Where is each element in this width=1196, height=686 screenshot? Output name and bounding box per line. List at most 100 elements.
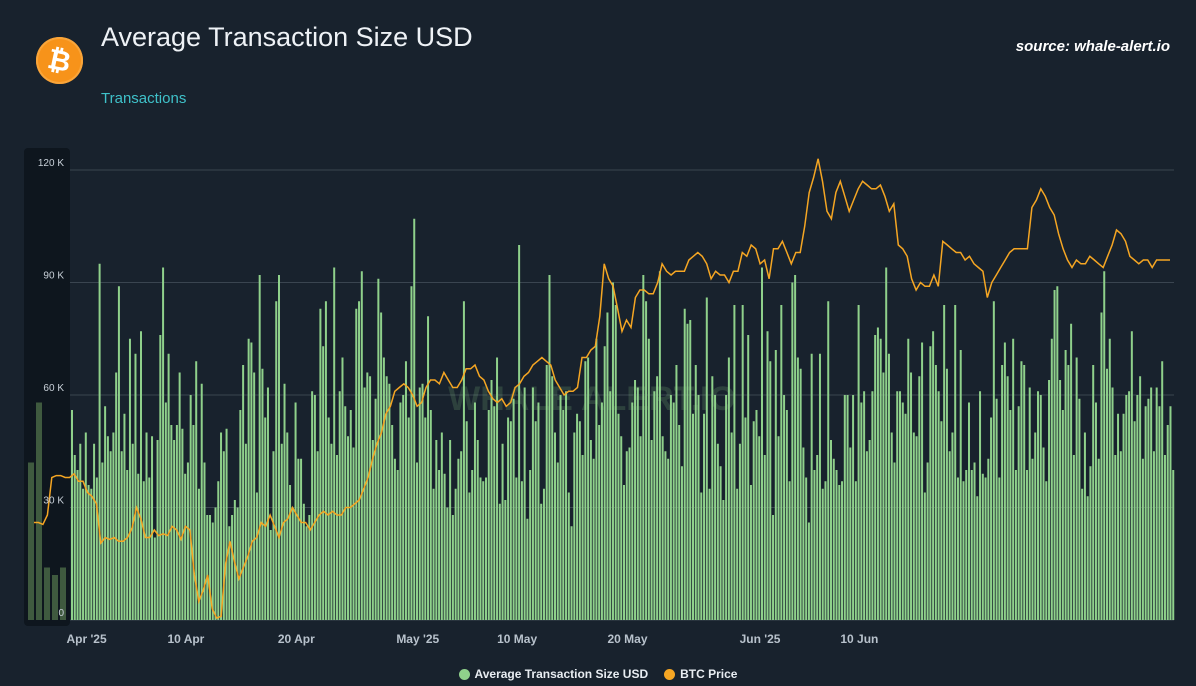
legend-line-label: BTC Price (680, 667, 738, 681)
data-bar (1136, 395, 1139, 620)
data-bar (294, 402, 297, 620)
data-bar (358, 301, 361, 620)
data-bar (485, 477, 487, 620)
data-bar (1006, 376, 1009, 620)
data-bar (186, 462, 189, 620)
navigator-bar (36, 402, 42, 620)
data-bar (959, 350, 962, 620)
data-bar (1039, 395, 1042, 620)
data-bar (857, 305, 860, 620)
data-bar (73, 455, 76, 620)
data-bar (1009, 410, 1012, 620)
data-bar (827, 301, 830, 620)
data-bar (534, 421, 537, 620)
data-bar (258, 275, 261, 620)
data-bar (156, 440, 159, 620)
data-bar (661, 436, 664, 620)
data-bar (589, 440, 592, 620)
data-bar (134, 353, 137, 620)
data-bar (95, 477, 98, 620)
data-bar (921, 342, 924, 620)
data-bar (222, 451, 225, 620)
data-bar (440, 432, 443, 620)
legend-line[interactable]: BTC Price (664, 667, 737, 681)
data-bar (286, 432, 289, 620)
data-bar (968, 402, 970, 620)
y-tick-label: 60 K (43, 383, 64, 394)
data-bar (650, 440, 653, 620)
data-bar (460, 451, 463, 620)
data-bar (1106, 368, 1108, 620)
legend-bars[interactable]: Average Transaction Size USD (458, 667, 648, 681)
data-bar (278, 275, 280, 620)
chart-legend: Average Transaction Size USD BTC Price (0, 667, 1196, 681)
data-bar (462, 301, 465, 620)
data-bar (885, 267, 888, 620)
data-bar (1045, 481, 1048, 620)
data-bar (446, 507, 449, 620)
data-bar (90, 488, 93, 620)
data-bar (998, 477, 1001, 620)
data-bar (722, 500, 725, 620)
data-bar (117, 286, 120, 620)
data-bar (297, 458, 300, 620)
data-bar (1158, 406, 1161, 620)
data-bar (603, 346, 606, 620)
data-bar (727, 357, 730, 620)
data-bar (531, 387, 534, 620)
data-bar (725, 395, 728, 620)
x-tick-label: 10 May (497, 632, 537, 646)
data-bar (335, 455, 338, 620)
data-bar (1117, 413, 1120, 620)
data-bar (82, 488, 85, 620)
data-bar (93, 443, 96, 620)
data-bar (979, 391, 982, 620)
data-bar (244, 443, 247, 620)
data-bar (854, 481, 857, 620)
data-bar (471, 470, 474, 620)
data-bar (529, 470, 532, 620)
data-bar (559, 395, 562, 620)
data-bar (137, 473, 140, 620)
data-bar (1056, 286, 1059, 620)
data-bar (611, 282, 614, 620)
data-bar (374, 398, 377, 620)
data-bar (1108, 338, 1111, 620)
data-bar (382, 357, 385, 620)
data-bar (1166, 425, 1169, 620)
data-bar (617, 413, 620, 620)
data-bar (774, 350, 777, 620)
data-bar (592, 458, 595, 620)
data-bar (537, 402, 540, 620)
data-bar (796, 357, 799, 620)
data-bar (1163, 455, 1166, 620)
data-bar (772, 515, 775, 620)
data-bar (402, 395, 405, 620)
data-bar (794, 275, 797, 620)
data-bar (846, 395, 849, 620)
data-bar (852, 395, 855, 620)
data-bar (391, 425, 394, 620)
data-bar (849, 447, 852, 620)
subtitle-link[interactable]: Transactions (101, 90, 187, 107)
data-bar (976, 496, 979, 620)
data-bar (576, 413, 579, 620)
data-bar (1114, 455, 1117, 620)
data-bar (716, 443, 719, 620)
data-bar (87, 485, 90, 620)
data-bar (940, 421, 943, 620)
data-bar (741, 305, 744, 620)
data-bar (1028, 387, 1031, 620)
data-bar (349, 410, 352, 620)
data-bar (178, 372, 181, 620)
data-bar (308, 515, 311, 620)
data-bar (562, 410, 565, 620)
data-bar (1023, 365, 1026, 620)
data-bar (253, 372, 256, 620)
data-bar (126, 470, 129, 620)
data-bar (918, 376, 921, 620)
data-bar (788, 481, 791, 620)
chart-area[interactable]: WHALE ALERT.IO 0 30 K 60 K 90 K 120 K Apr '25 1… (0, 140, 1196, 660)
data-bar (289, 485, 292, 620)
navigator-strip (24, 148, 70, 626)
